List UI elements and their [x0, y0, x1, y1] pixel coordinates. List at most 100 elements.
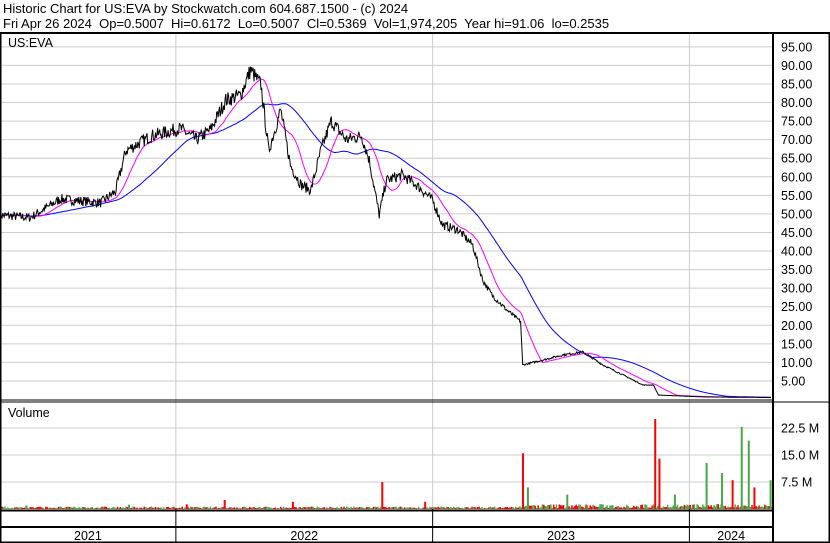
- volume-bar: [552, 504, 555, 509]
- volume-bar: [372, 506, 375, 509]
- volume-bar: [80, 508, 82, 509]
- volume-bar: [337, 507, 340, 509]
- volume-bar: [700, 507, 703, 509]
- volume-bar: [474, 506, 476, 509]
- volume-bar: [241, 507, 244, 509]
- volume-bar: [310, 506, 313, 509]
- volume-bar: [75, 508, 78, 509]
- volume-bar: [583, 507, 586, 509]
- volume-bar: [391, 507, 393, 509]
- volume-bar: [464, 507, 466, 509]
- volume-bar: [91, 507, 93, 509]
- volume-bar: [371, 507, 373, 509]
- volume-bar: [519, 506, 521, 509]
- volume-bar: [144, 507, 147, 509]
- volume-bar: [472, 507, 475, 509]
- axis-labels: 95.00 90.00 85.00 80.00 75.00 70.00 65.00 60.00…: [74, 40, 819, 543]
- volume-tick-label: 15.0 M: [781, 449, 819, 463]
- volume-bar: [713, 505, 715, 509]
- volume-bar: [445, 506, 448, 509]
- volume-bar: [718, 507, 721, 509]
- volume-bar: [234, 508, 237, 509]
- volume-bar: [277, 508, 279, 509]
- volume-bar: [547, 505, 549, 509]
- volume-bar: [94, 508, 96, 509]
- volume-bar: [733, 507, 735, 509]
- volume-bar: [97, 507, 99, 509]
- volume-bar: [208, 508, 210, 509]
- volume-bar: [306, 506, 309, 509]
- volume-bar: [468, 508, 471, 509]
- volume-bar: [647, 507, 649, 509]
- volume-bar: [68, 506, 71, 509]
- volume-bar: [683, 504, 686, 509]
- volume-bar: [714, 506, 717, 509]
- volume-bar: [88, 508, 91, 509]
- volume-bar: [434, 507, 437, 509]
- volume-bar: [616, 506, 618, 509]
- volume-bar: [218, 507, 220, 509]
- volume-bar: [104, 506, 106, 509]
- volume-bar: [571, 505, 573, 509]
- volume-bar: [604, 507, 607, 509]
- volume-bar: [285, 507, 288, 509]
- volume-bar: [482, 508, 485, 509]
- volume-bar: [244, 507, 247, 509]
- volume-bar: [597, 506, 600, 509]
- volume-bar: [388, 507, 390, 509]
- volume-bar: [578, 504, 580, 509]
- volume-bar: [673, 494, 676, 509]
- gridlines: [0, 33, 773, 509]
- volume-bar: [232, 508, 234, 509]
- volume-bar: [348, 508, 351, 509]
- volume-bar: [582, 507, 584, 509]
- volume-bar: [389, 507, 392, 509]
- volume-bar: [346, 506, 348, 509]
- volume-bar: [236, 507, 238, 509]
- volume-bar: [610, 505, 613, 509]
- volume-bar: [419, 508, 421, 509]
- volume-bar: [250, 507, 252, 509]
- volume-bar: [679, 506, 682, 509]
- volume-bar: [489, 506, 492, 509]
- volume-bar: [534, 505, 537, 509]
- volume-bar: [85, 508, 88, 509]
- volume-bar: [703, 506, 705, 509]
- volume-bar: [589, 505, 592, 509]
- volume-bar: [705, 462, 708, 509]
- price-tick-label: 70.00: [781, 133, 812, 147]
- volume-bar: [416, 508, 418, 509]
- volume-bar: [334, 508, 337, 509]
- volume-bar: [723, 506, 725, 509]
- volume-bar: [476, 507, 479, 509]
- volume-bar: [225, 507, 227, 509]
- volume-bar: [429, 507, 431, 509]
- volume-bar: [545, 506, 548, 509]
- volume-bar: [568, 506, 570, 509]
- volume-bar: [486, 508, 489, 509]
- volume-bar: [364, 508, 366, 509]
- volume-bar: [264, 506, 267, 509]
- volume-bar: [761, 506, 763, 509]
- price-tick-label: 10.00: [781, 356, 812, 370]
- volume-bar: [665, 506, 667, 509]
- volume-bar: [510, 506, 513, 509]
- volume-bar: [384, 506, 386, 509]
- volume-bar: [171, 506, 174, 509]
- volume-bar: [47, 508, 50, 509]
- volume-bar: [247, 508, 250, 509]
- volume-bar: [554, 507, 556, 509]
- volume-bar: [555, 504, 558, 509]
- volume-bar: [599, 504, 601, 509]
- price-tick-label: 50.00: [781, 207, 812, 221]
- volume-bar: [756, 506, 759, 509]
- volume-bar: [633, 505, 635, 509]
- volume-bar: [357, 507, 359, 509]
- volume-bar: [54, 507, 57, 509]
- volume-bar: [123, 507, 126, 509]
- volume-bar: [576, 505, 579, 509]
- volume-bar: [32, 507, 34, 509]
- volume-bar: [737, 505, 739, 509]
- volume-bar: [669, 507, 672, 509]
- volume-bar: [626, 504, 628, 509]
